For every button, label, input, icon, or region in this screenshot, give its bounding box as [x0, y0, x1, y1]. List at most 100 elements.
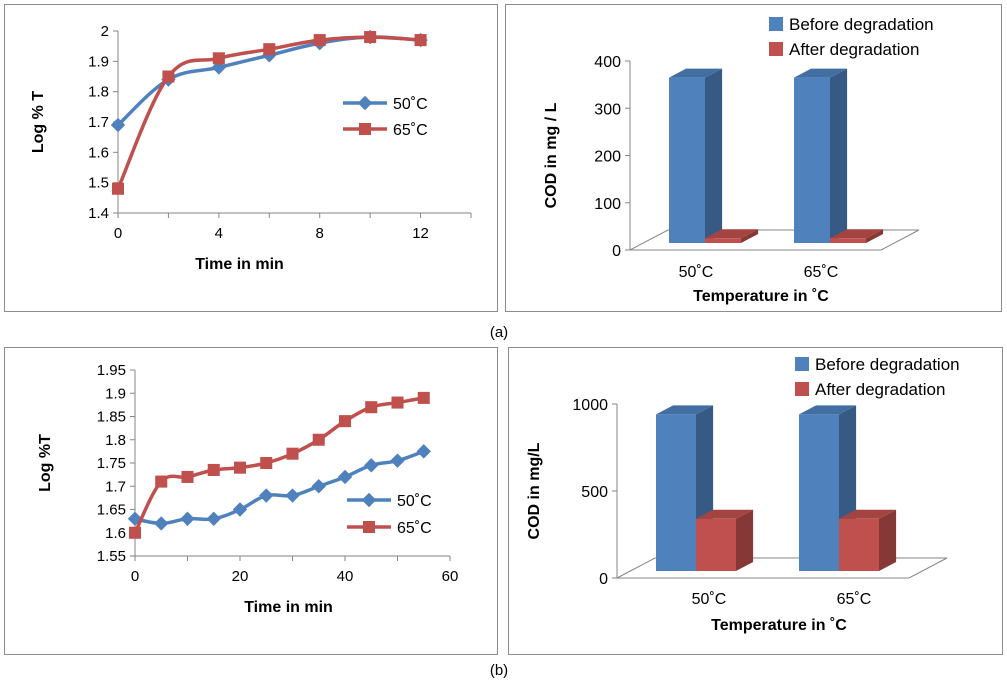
y-axis-title: Log % T: [30, 91, 47, 153]
y-tick-label: 500: [581, 484, 608, 501]
caption-b: (b): [489, 662, 509, 679]
bar-top: [705, 229, 759, 239]
y-tick-label: 1.55: [97, 548, 126, 565]
bar-side: [705, 68, 723, 243]
x-axis-title: Time in min: [195, 256, 284, 273]
x-tick-label: 0: [131, 568, 139, 585]
y-tick-label: 400: [594, 54, 621, 71]
data-point: [154, 516, 169, 531]
legend-label: 65˚C: [397, 520, 432, 537]
bar-front: [669, 77, 705, 243]
legend-label: 50˚C: [393, 96, 428, 113]
data-point: [181, 470, 194, 483]
data-point: [364, 31, 377, 44]
data-point: [313, 34, 326, 47]
bar-after-1: [839, 509, 897, 571]
legend-marker: [357, 95, 373, 111]
data-point: [391, 396, 404, 409]
data-point: [390, 453, 405, 468]
y-tick-label: 1.8: [105, 432, 126, 449]
x-axis-title: Temperature in ˚C: [693, 288, 829, 305]
data-point: [206, 511, 221, 527]
legend-swatch: [769, 42, 783, 56]
data-point: [263, 43, 276, 56]
bar-front: [696, 518, 736, 571]
bar-after-0: [696, 509, 754, 571]
data-point: [364, 458, 379, 473]
data-point: [365, 401, 378, 414]
y-tick-label: 1.6: [88, 144, 109, 161]
y-tick-label: 1.75: [97, 455, 126, 472]
data-point: [414, 34, 427, 47]
data-point: [259, 488, 274, 503]
bar-side: [736, 509, 754, 571]
x-axis-title: Time in min: [244, 599, 333, 616]
bar-top: [839, 509, 897, 519]
x-category-label: 50˚C: [679, 264, 714, 281]
data-point: [260, 456, 273, 470]
data-point: [338, 415, 352, 428]
bar-front: [705, 238, 741, 243]
x-tick-label: 60: [442, 568, 459, 585]
y-tick-label: 200: [594, 149, 621, 166]
legend-marker: [362, 520, 376, 534]
bar-front: [830, 238, 866, 243]
chart-panel-a-bar: 0 100 200 300 400 50˚C 65˚C Temperature in ˚C CO…: [505, 4, 1002, 312]
x-category-label: 50˚C: [692, 591, 727, 608]
chart-panel-a-line: 1.4 1.5 1.6 1.7 1.8 1.9 2 0 4 8 12 Time in min Log %…: [4, 4, 498, 312]
x-tick-label: 40: [337, 568, 354, 585]
bar-before-1: [794, 68, 848, 243]
y-tick-label: 2: [101, 23, 109, 40]
bar-top: [799, 405, 857, 415]
x-axis-title: Temperature in ˚C: [711, 617, 847, 634]
x-tick-label: 12: [412, 225, 429, 242]
caption-a: (a): [489, 324, 509, 341]
y-tick-label: 0: [612, 243, 621, 260]
bar-side: [830, 68, 848, 243]
legend-label: After degradation: [789, 40, 919, 59]
data-point: [180, 511, 195, 527]
bar-top: [794, 68, 848, 78]
bar-top: [830, 229, 884, 239]
y-tick-label: 0: [599, 571, 608, 588]
data-point: [312, 433, 325, 446]
data-point: [232, 502, 248, 517]
legend-swatch: [795, 357, 809, 371]
bar-front: [799, 414, 839, 571]
bar-front: [794, 77, 830, 243]
data-point: [416, 444, 431, 459]
data-point: [155, 475, 168, 488]
bar-after-0: [705, 229, 759, 243]
y-tick-label: 1.9: [88, 53, 109, 70]
x-tick-label: 20: [232, 568, 249, 585]
data-point: [207, 463, 220, 476]
data-point: [233, 461, 247, 474]
y-tick-label: 1.95: [97, 362, 126, 379]
legend-label: 65˚C: [393, 122, 428, 139]
bar-top: [696, 509, 754, 519]
legend-swatch: [795, 382, 809, 396]
bar-side: [879, 509, 897, 571]
x-tick-label: 0: [114, 225, 122, 242]
x-tick-label: 4: [215, 225, 223, 242]
legend-label: Before degradation: [789, 15, 934, 34]
bar-front: [656, 414, 696, 571]
series-line-1: [133, 396, 425, 534]
y-tick-label: 100: [594, 196, 621, 213]
data-point: [128, 526, 142, 539]
legend-marker: [358, 122, 372, 136]
bar-top: [656, 405, 714, 415]
data-point: [212, 52, 225, 65]
chart-b-line: 1.55 1.6 1.65 1.7 1.75 1.8 1.85 1.9 1.95 0 20 40 60 T…: [37, 362, 459, 616]
bar-after-1: [830, 229, 884, 243]
chart-panel-b-line: 1.55 1.6 1.65 1.7 1.75 1.8 1.85 1.9 1.95 0 20 40 60 T…: [4, 347, 498, 655]
y-tick-label: 1.7: [105, 478, 126, 495]
series-line-0: [134, 449, 425, 526]
bar-before-0: [669, 68, 723, 243]
bar-top: [669, 68, 723, 78]
data-point: [417, 391, 430, 404]
chart-panel-b-bar: 0 500 1000 50˚C 65˚C Temperature in ˚C COD in …: [508, 347, 1003, 655]
data-point: [162, 70, 175, 83]
y-axis-title: Log %T: [37, 434, 54, 492]
data-point: [110, 117, 126, 133]
